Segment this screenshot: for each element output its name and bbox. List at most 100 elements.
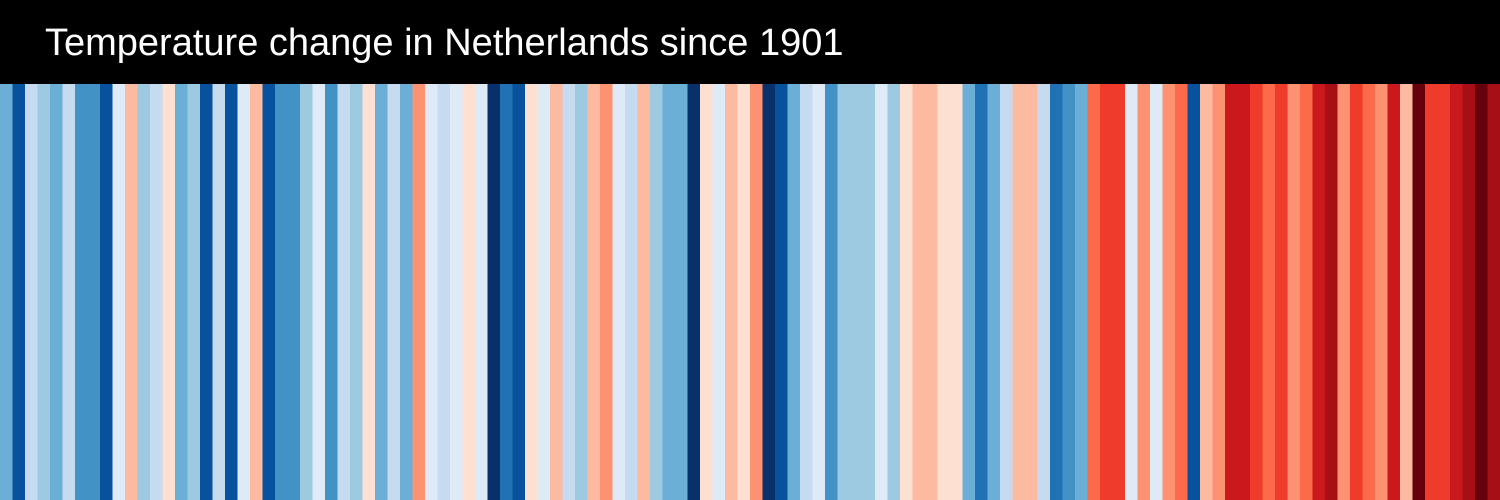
stripe [1125, 84, 1138, 500]
stripe [1362, 84, 1376, 500]
stripe [37, 84, 51, 500]
stripe [475, 84, 488, 500]
stripe [1412, 84, 1426, 500]
stripe [300, 84, 313, 500]
stripe [687, 84, 701, 500]
stripe [87, 84, 101, 500]
stripe [1012, 84, 1026, 500]
stripe [0, 84, 13, 500]
stripe [1350, 84, 1363, 500]
stripe [987, 84, 1001, 500]
stripe [662, 84, 676, 500]
stripe [512, 84, 526, 500]
stripe [600, 84, 613, 500]
stripe [312, 84, 326, 500]
stripe [112, 84, 126, 500]
stripe [237, 84, 251, 500]
stripe [1462, 84, 1476, 500]
stripe [1212, 84, 1226, 500]
stripe [162, 84, 176, 500]
stripe [150, 84, 163, 500]
stripe [525, 84, 538, 500]
stripe [100, 84, 113, 500]
stripe [125, 84, 138, 500]
stripe [1137, 84, 1151, 500]
stripe [1400, 84, 1413, 500]
stripe [862, 84, 876, 500]
stripe [250, 84, 263, 500]
stripe [637, 84, 651, 500]
stripe [1250, 84, 1263, 500]
stripe [1162, 84, 1176, 500]
stripe [362, 84, 376, 500]
stripe [612, 84, 626, 500]
stripe [587, 84, 601, 500]
stripe [950, 84, 963, 500]
stripe [1025, 84, 1038, 500]
stripe [287, 84, 301, 500]
stripe [787, 84, 801, 500]
stripe [887, 84, 901, 500]
stripe [1487, 84, 1500, 500]
stripe [387, 84, 401, 500]
stripe [700, 84, 713, 500]
stripe [1337, 84, 1351, 500]
stripe [975, 84, 988, 500]
stripe [187, 84, 201, 500]
stripe [1087, 84, 1101, 500]
stripe [1287, 84, 1301, 500]
stripe [1112, 84, 1126, 500]
stripe [487, 84, 501, 500]
stripe [500, 84, 513, 500]
stripe [1050, 84, 1063, 500]
stripe [1150, 84, 1163, 500]
stripe [875, 84, 888, 500]
stripe [812, 84, 826, 500]
stripe [375, 84, 388, 500]
stripe [925, 84, 938, 500]
stripe [462, 84, 476, 500]
stripe [850, 84, 863, 500]
stripe [1475, 84, 1488, 500]
stripe [675, 84, 688, 500]
stripe [962, 84, 976, 500]
stripe [1200, 84, 1213, 500]
stripe [937, 84, 951, 500]
stripe [275, 84, 288, 500]
stripe [800, 84, 813, 500]
stripe [62, 84, 76, 500]
stripe [425, 84, 438, 500]
stripe [400, 84, 413, 500]
header-bar [0, 0, 1500, 84]
stripe [1275, 84, 1288, 500]
stripe [50, 84, 63, 500]
stripe [212, 84, 226, 500]
stripe [625, 84, 638, 500]
stripe [75, 84, 88, 500]
stripe [1387, 84, 1401, 500]
stripe [575, 84, 588, 500]
stripe [200, 84, 213, 500]
stripe [912, 84, 926, 500]
stripe [437, 84, 451, 500]
stripe [1300, 84, 1313, 500]
stripe [337, 84, 351, 500]
stripe [325, 84, 338, 500]
stripe [137, 84, 151, 500]
stripe [1237, 84, 1251, 500]
stripe [1000, 84, 1013, 500]
stripe [1450, 84, 1463, 500]
stripe [350, 84, 363, 500]
stripe [737, 84, 751, 500]
stripe [412, 84, 426, 500]
stripe [900, 84, 913, 500]
stripe [725, 84, 738, 500]
stripe [537, 84, 551, 500]
stripe [837, 84, 851, 500]
stripe [25, 84, 38, 500]
stripe [825, 84, 838, 500]
stripe [1075, 84, 1088, 500]
stripe [1225, 84, 1238, 500]
stripe [1312, 84, 1326, 500]
